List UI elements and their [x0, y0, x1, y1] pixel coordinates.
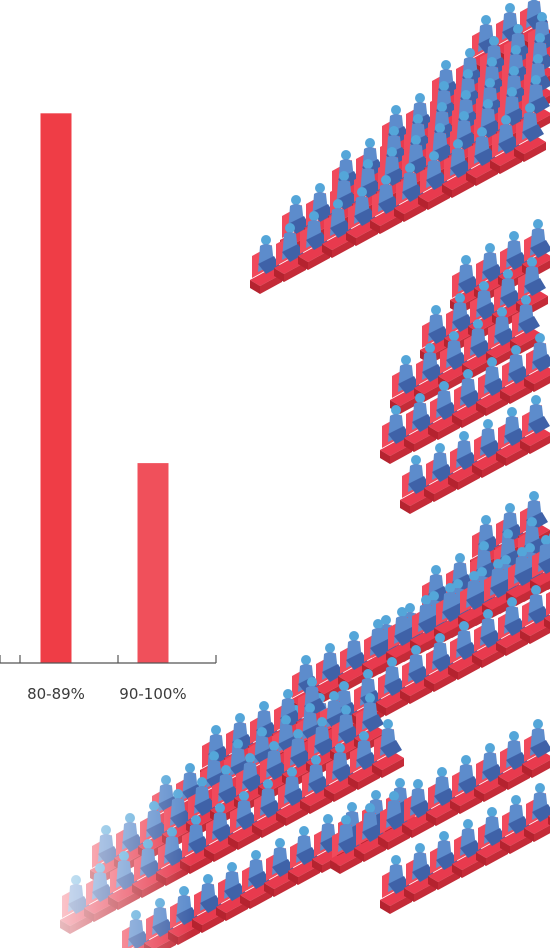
x-axis-labels: %80-89%90-100%	[27, 685, 187, 703]
bars-group	[40, 113, 169, 664]
bar-90-100%	[137, 463, 169, 663]
x-tick-label: 80-89%	[27, 685, 85, 703]
x-tick-label: 90-100%	[119, 685, 186, 703]
x-axis-ticks	[0, 655, 217, 663]
bar-80-89%	[40, 113, 72, 664]
